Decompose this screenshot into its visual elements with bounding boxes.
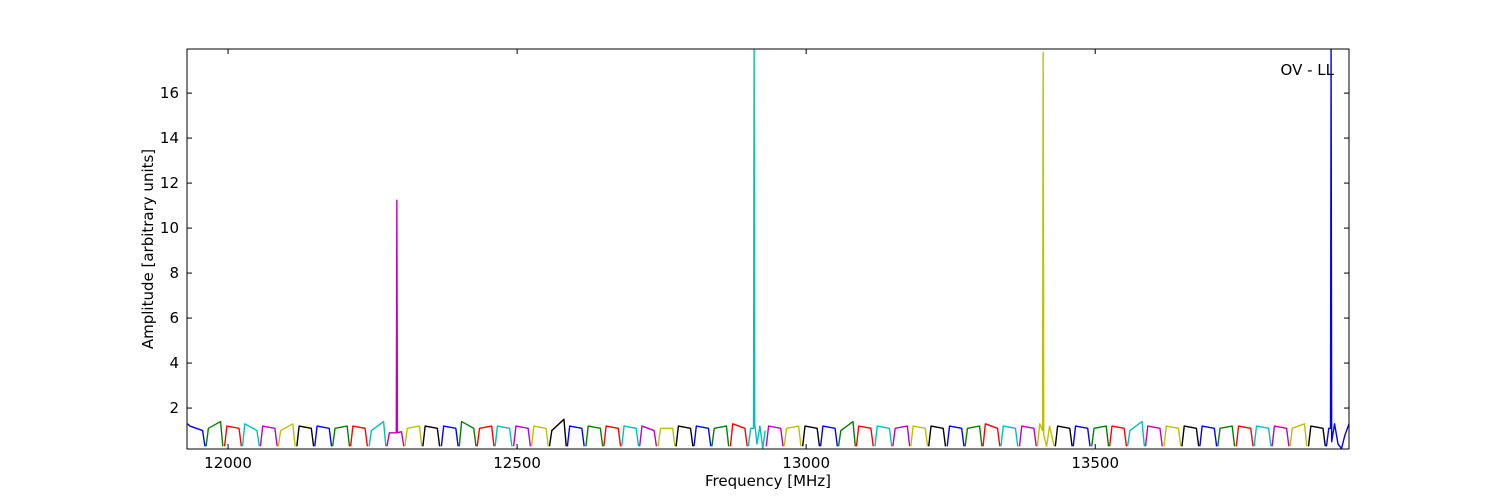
- line-series: [349, 425, 369, 447]
- y-tick-label: 4: [169, 354, 179, 372]
- line-series: [331, 425, 351, 447]
- line-series: [982, 423, 1001, 447]
- line-series: [1325, 49, 1349, 449]
- line-series: [205, 420, 224, 447]
- axes-frame: [186, 48, 1350, 450]
- line-series: [783, 425, 802, 447]
- line-series: [910, 425, 929, 447]
- line-series: [422, 425, 441, 447]
- line-series: [1018, 425, 1037, 447]
- line-series: [585, 425, 604, 447]
- line-series: [548, 418, 567, 447]
- line-series: [1091, 425, 1110, 447]
- y-tick-label: 14: [160, 129, 179, 147]
- line-series: [711, 425, 730, 447]
- line-series: [566, 425, 585, 447]
- line-series: [657, 427, 676, 447]
- line-series: [368, 420, 387, 447]
- line-series: [638, 425, 658, 447]
- line-series: [1126, 420, 1146, 447]
- line-series: [512, 425, 532, 447]
- line-series: [603, 425, 622, 447]
- y-tick-label: 16: [160, 84, 179, 102]
- x-tick-label: 12000: [204, 454, 252, 472]
- line-series: [675, 425, 694, 447]
- line-series: [314, 425, 333, 447]
- line-series: [530, 425, 550, 447]
- line-series: [946, 425, 965, 447]
- x-tick-label: 12500: [493, 454, 541, 472]
- line-series: [1271, 425, 1290, 447]
- plot-lines: [187, 49, 1349, 449]
- line-series: [1054, 425, 1073, 447]
- line-series: [892, 425, 911, 447]
- line-series: [729, 423, 748, 447]
- y-tick-label: 2: [169, 399, 179, 417]
- line-series: [476, 425, 495, 447]
- line-series: [1235, 425, 1254, 447]
- line-series: [964, 425, 983, 447]
- line-series: [404, 425, 423, 447]
- line-series: [296, 425, 315, 447]
- line-series: [440, 425, 459, 447]
- line-series: [693, 425, 712, 447]
- line-series: [1217, 425, 1236, 447]
- line-series: [819, 425, 839, 447]
- line-series: [1108, 425, 1128, 447]
- line-series: [837, 420, 856, 447]
- line-series: [1181, 425, 1200, 447]
- x-axis-label: Frequency [MHz]: [705, 472, 831, 490]
- line-series: [765, 425, 784, 447]
- line-series: [1199, 425, 1218, 447]
- x-tick-label: 13500: [1071, 454, 1119, 472]
- line-series: [494, 425, 513, 447]
- y-axis-label: Amplitude [arbitrary units]: [139, 149, 157, 349]
- line-series: [1144, 425, 1163, 447]
- line-series: [1307, 425, 1326, 447]
- line-series: [1163, 425, 1182, 447]
- line-series: [928, 425, 947, 447]
- line-series: [874, 425, 893, 447]
- line-series: [1253, 425, 1272, 447]
- line-series: [747, 49, 766, 449]
- line-series: [277, 423, 296, 447]
- line-series: [801, 425, 821, 447]
- line-series: [621, 425, 640, 447]
- line-series: [259, 425, 278, 447]
- line-series: [1000, 425, 1019, 447]
- y-tick-label: 6: [169, 309, 179, 327]
- line-series: [386, 199, 405, 447]
- line-series: [458, 420, 477, 447]
- line-series: [223, 425, 243, 447]
- line-series: [1036, 51, 1055, 447]
- y-tick-label: 10: [160, 219, 179, 237]
- y-tick-label: 12: [160, 174, 179, 192]
- line-series: [855, 425, 874, 447]
- annotation: OV - LL: [1281, 61, 1335, 79]
- x-tick-label: 13000: [782, 454, 830, 472]
- line-series: [1289, 423, 1308, 447]
- line-series: [187, 423, 206, 447]
- line-series: [241, 423, 260, 447]
- line-series: [1072, 425, 1091, 447]
- y-tick-label: 8: [169, 264, 179, 282]
